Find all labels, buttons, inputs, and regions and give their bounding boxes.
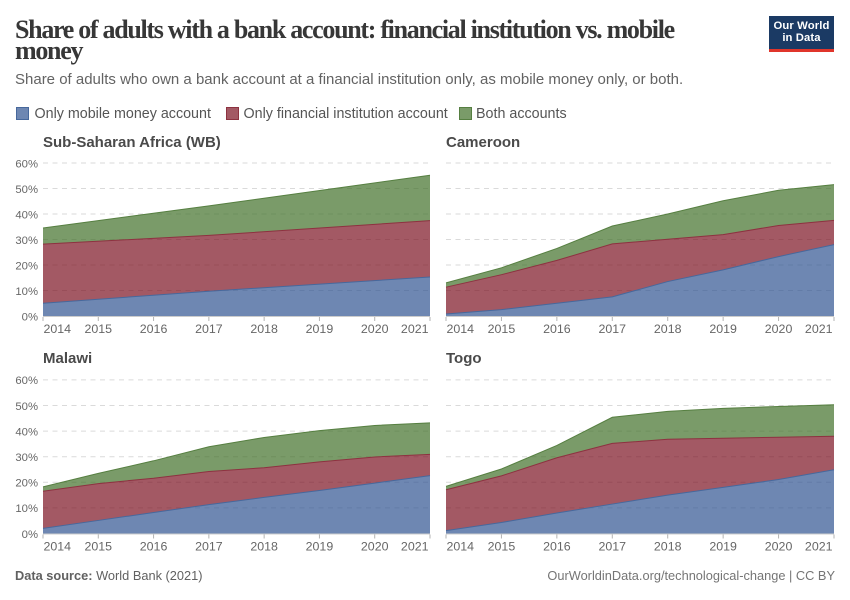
svg-text:2019: 2019: [709, 540, 737, 554]
svg-text:10%: 10%: [15, 286, 38, 298]
svg-text:2017: 2017: [195, 322, 223, 336]
svg-text:2018: 2018: [250, 322, 278, 336]
svg-text:2020: 2020: [361, 540, 389, 554]
svg-text:2021: 2021: [401, 540, 429, 554]
svg-text:2020: 2020: [765, 540, 793, 554]
svg-text:2018: 2018: [654, 540, 682, 554]
svg-text:2015: 2015: [85, 540, 113, 554]
svg-text:20%: 20%: [15, 260, 38, 272]
svg-text:2015: 2015: [488, 322, 516, 336]
svg-text:10%: 10%: [15, 503, 38, 515]
svg-text:2019: 2019: [306, 322, 334, 336]
svg-text:40%: 40%: [15, 209, 38, 221]
svg-text:20%: 20%: [15, 478, 38, 490]
svg-text:0%: 0%: [22, 311, 38, 323]
svg-text:2014: 2014: [447, 540, 475, 554]
svg-text:2018: 2018: [654, 322, 682, 336]
svg-text:2015: 2015: [488, 540, 516, 554]
svg-text:2021: 2021: [805, 322, 833, 336]
svg-text:50%: 50%: [15, 184, 38, 196]
svg-text:2015: 2015: [85, 322, 113, 336]
svg-text:2014: 2014: [44, 540, 72, 554]
svg-text:2017: 2017: [599, 540, 627, 554]
svg-text:2016: 2016: [140, 540, 168, 554]
svg-text:2019: 2019: [306, 540, 334, 554]
svg-text:2020: 2020: [361, 322, 389, 336]
svg-text:2016: 2016: [140, 322, 168, 336]
svg-text:2021: 2021: [805, 540, 833, 554]
svg-text:2016: 2016: [543, 322, 571, 336]
svg-text:0%: 0%: [22, 529, 38, 541]
svg-text:2018: 2018: [250, 540, 278, 554]
svg-text:60%: 60%: [15, 375, 38, 387]
svg-text:30%: 30%: [15, 235, 38, 247]
svg-text:2021: 2021: [401, 322, 429, 336]
svg-text:40%: 40%: [15, 426, 38, 438]
svg-text:2017: 2017: [195, 540, 223, 554]
svg-text:2014: 2014: [447, 322, 475, 336]
svg-text:2014: 2014: [44, 322, 72, 336]
svg-text:60%: 60%: [15, 158, 38, 170]
svg-text:2019: 2019: [709, 322, 737, 336]
svg-text:2020: 2020: [765, 322, 793, 336]
svg-text:2016: 2016: [543, 540, 571, 554]
svg-text:30%: 30%: [15, 452, 38, 464]
svg-text:50%: 50%: [15, 401, 38, 413]
svg-text:2017: 2017: [599, 322, 627, 336]
